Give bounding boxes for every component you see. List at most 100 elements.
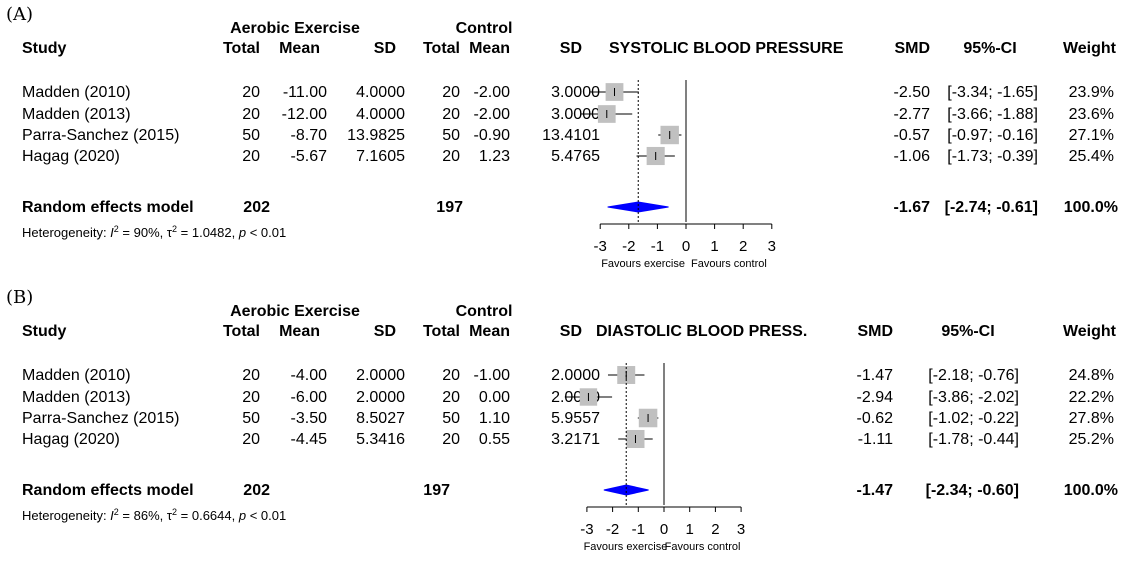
cell-total-1: 20 xyxy=(242,106,260,123)
column-header-ci: 95%-CI xyxy=(963,40,1016,57)
pooled-total-2: 197 xyxy=(436,199,463,216)
column-header-sd-2: SD xyxy=(560,40,582,57)
group-header-exercise: Aerobic Exercise xyxy=(230,20,360,37)
cell-total-1: 20 xyxy=(242,367,260,384)
cell-sd-2: 3.2171 xyxy=(551,431,600,448)
cell-total-1: 20 xyxy=(242,148,260,165)
cell-total-2: 20 xyxy=(442,367,460,384)
pooled-total-2: 197 xyxy=(423,482,450,499)
cell-sd-2: 3.0000 xyxy=(551,106,600,123)
column-header-mean-2: Mean xyxy=(469,40,510,57)
column-header-weight: Weight xyxy=(1063,40,1117,57)
pooled-smd: -1.47 xyxy=(857,482,894,499)
cell-total-2: 20 xyxy=(442,84,460,101)
heterogeneity-text: Heterogeneity: I2 = 86%, τ2 = 0.6644, p … xyxy=(22,507,286,523)
x-tick-label: 3 xyxy=(768,238,776,255)
cell-mean-1: -6.00 xyxy=(291,389,328,406)
cell-mean-2: 1.10 xyxy=(479,410,510,427)
cell-weight: 27.1% xyxy=(1069,127,1114,144)
cell-mean-2: -1.00 xyxy=(474,367,511,384)
cell-total-2: 20 xyxy=(442,389,460,406)
cell-smd: -1.47 xyxy=(857,367,894,384)
x-tick-label: 1 xyxy=(710,238,718,255)
study-name: Parra-Sanchez (2015) xyxy=(22,410,179,427)
cell-total-1: 50 xyxy=(242,127,260,144)
cell-weight: 22.2% xyxy=(1069,389,1114,406)
favours-left-label: Favours exercise xyxy=(584,541,668,553)
pooled-total-1: 202 xyxy=(243,199,270,216)
pooled-label: Random effects model xyxy=(22,199,194,216)
cell-weight: 23.6% xyxy=(1069,106,1114,123)
group-header-control: Control xyxy=(456,20,513,37)
cell-ci: [-3.34; -1.65] xyxy=(947,84,1038,101)
cell-sd-1: 7.1605 xyxy=(356,148,405,165)
pooled-weight: 100.0% xyxy=(1064,482,1118,499)
cell-weight: 25.2% xyxy=(1069,431,1114,448)
cell-mean-1: -11.00 xyxy=(283,84,327,101)
cell-mean-1: -12.00 xyxy=(282,106,327,123)
column-header-smd: SMD xyxy=(857,323,893,340)
x-tick-label: 3 xyxy=(737,521,745,538)
column-header-smd: SMD xyxy=(894,40,930,57)
forest-panel-2: (B) Aerobic Exercise Control Study Total Mean… xyxy=(6,287,1118,553)
cell-mean-1: -4.45 xyxy=(291,431,328,448)
study-name: Hagag (2020) xyxy=(22,431,120,448)
cell-total-2: 20 xyxy=(442,431,460,448)
plot-title: DIASTOLIC BLOOD PRESS. xyxy=(596,323,807,340)
x-tick-label: 0 xyxy=(660,521,668,538)
cell-sd-2: 5.9557 xyxy=(551,410,600,427)
x-tick-label: 2 xyxy=(711,521,719,538)
x-tick-label: -3 xyxy=(594,238,607,255)
cell-ci: [-3.66; -1.88] xyxy=(947,106,1038,123)
group-header-exercise: Aerobic Exercise xyxy=(230,303,360,320)
x-tick-label: 0 xyxy=(682,238,690,255)
cell-sd-1: 5.3416 xyxy=(356,431,405,448)
pooled-diamond xyxy=(607,201,669,213)
cell-ci: [-1.78; -0.44] xyxy=(928,431,1019,448)
cell-sd-1: 8.5027 xyxy=(356,410,405,427)
cell-total-1: 20 xyxy=(242,431,260,448)
column-header-total-2: Total xyxy=(423,323,460,340)
pooled-label: Random effects model xyxy=(22,482,194,499)
cell-total-2: 20 xyxy=(442,106,460,123)
cell-mean-2: 1.23 xyxy=(479,148,510,165)
column-header-mean-2: Mean xyxy=(469,323,510,340)
column-header-study: Study xyxy=(22,40,67,57)
x-tick-label: -1 xyxy=(632,521,645,538)
study-name: Hagag (2020) xyxy=(22,148,120,165)
cell-sd-1: 4.0000 xyxy=(356,84,405,101)
favours-right-label: Favours control xyxy=(691,258,767,270)
column-header-total-2: Total xyxy=(423,40,460,57)
cell-smd: -0.57 xyxy=(894,127,931,144)
pooled-ci: [-2.34; -0.60] xyxy=(926,482,1019,499)
pooled-smd: -1.67 xyxy=(894,199,931,216)
cell-mean-2: 0.00 xyxy=(479,389,510,406)
favours-left-label: Favours exercise xyxy=(601,258,685,270)
cell-ci: [-0.97; -0.16] xyxy=(947,127,1038,144)
column-header-ci: 95%-CI xyxy=(941,323,994,340)
cell-weight: 24.8% xyxy=(1069,367,1114,384)
cell-smd: -2.94 xyxy=(857,389,894,406)
cell-total-1: 50 xyxy=(242,410,260,427)
x-tick-label: -2 xyxy=(606,521,619,538)
cell-mean-1: -3.50 xyxy=(291,410,328,427)
cell-weight: 25.4% xyxy=(1069,148,1114,165)
x-tick-label: -2 xyxy=(622,238,635,255)
panel-label: (B) xyxy=(6,287,33,308)
study-name: Madden (2010) xyxy=(22,84,131,101)
column-header-weight: Weight xyxy=(1063,323,1117,340)
study-name: Madden (2013) xyxy=(22,389,131,406)
forest-panel-1: (A) Aerobic Exercise Control Study Total Mean… xyxy=(6,4,1118,270)
cell-sd-2: 13.4101 xyxy=(542,127,600,144)
cell-ci: [-1.73; -0.39] xyxy=(947,148,1038,165)
cell-weight: 23.9% xyxy=(1069,84,1114,101)
cell-sd-1: 2.0000 xyxy=(356,367,405,384)
cell-smd: -2.77 xyxy=(894,106,931,123)
cell-sd-2: 3.0000 xyxy=(551,84,600,101)
column-header-study: Study xyxy=(22,323,67,340)
cell-smd: -2.50 xyxy=(894,84,931,101)
cell-mean-2: 0.55 xyxy=(479,431,510,448)
heterogeneity-text: Heterogeneity: I2 = 90%, τ2 = 1.0482, p … xyxy=(22,224,286,240)
cell-mean-2: -2.00 xyxy=(474,106,511,123)
cell-total-2: 20 xyxy=(442,148,460,165)
